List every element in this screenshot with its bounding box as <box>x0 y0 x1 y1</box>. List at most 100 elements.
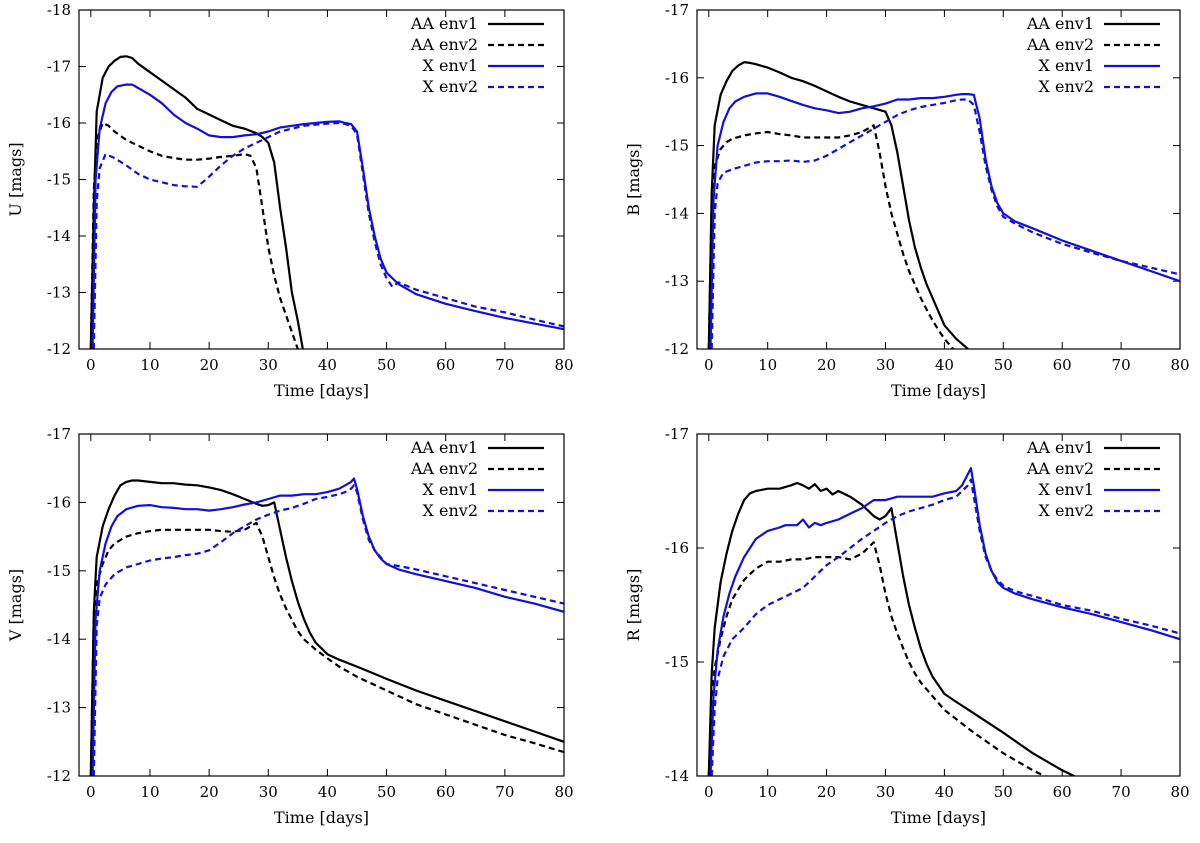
x-tick-label: 30 <box>259 783 278 801</box>
x-tick-label: 30 <box>259 356 278 374</box>
series-line-x-env2 <box>92 484 564 776</box>
series-line-x-env2 <box>92 121 564 349</box>
legend-label: X env1 <box>423 56 478 75</box>
x-tick-label: 0 <box>704 783 714 801</box>
chart-panel-3: 0 10 20 30 40 50 60 70 80 -12 -13 -14 -15 -16 -17 AA en… <box>6 425 574 827</box>
y-tick-label: -12 <box>47 767 71 785</box>
y-axis-label: U [mags] <box>6 142 25 216</box>
series-line-aa-env2 <box>707 541 1048 776</box>
x-tick-label: 10 <box>140 356 159 374</box>
legend-label: AA env2 <box>1026 35 1094 54</box>
x-tick-label: 0 <box>704 356 714 374</box>
x-axis-label: Time [days] <box>891 381 986 400</box>
series-line-aa-env2 <box>89 121 299 349</box>
legend-label: X env2 <box>1039 501 1094 520</box>
chart-panel-2: 0 10 20 30 40 50 60 70 80 -12 -13 -14 -15 -16 -17 AA en… <box>624 1 1190 400</box>
x-tick-label: 20 <box>200 783 219 801</box>
y-tick-label: -14 <box>665 204 689 222</box>
y-tick-label: -13 <box>665 272 689 290</box>
x-tick-label: 50 <box>377 783 396 801</box>
series-line-aa-env2 <box>707 124 955 349</box>
series-line-aa-env2 <box>89 521 564 776</box>
legend-label: AA env1 <box>1026 438 1094 457</box>
x-tick-label: 10 <box>758 783 777 801</box>
x-tick-label: 20 <box>200 356 219 374</box>
legend-label: X env1 <box>1039 480 1094 499</box>
legend-label: AA env2 <box>410 459 478 478</box>
legend-label: AA env1 <box>410 14 478 33</box>
x-tick-label: 70 <box>495 356 514 374</box>
x-tick-label: 40 <box>935 783 954 801</box>
y-tick-label: -15 <box>47 171 71 189</box>
y-tick-label: -15 <box>47 562 71 580</box>
x-axis-label: Time [days] <box>274 808 369 827</box>
series-line-aa-env1 <box>707 61 969 349</box>
x-tick-label: 40 <box>935 356 954 374</box>
y-tick-label: -14 <box>47 630 71 648</box>
y-tick-label: -13 <box>47 699 71 717</box>
series-line-x-env2 <box>710 478 1180 776</box>
series-line-x-env2 <box>710 98 1180 349</box>
legend-label: X env2 <box>423 77 478 96</box>
x-tick-label: 70 <box>495 783 514 801</box>
y-tick-label: -12 <box>665 340 689 358</box>
series-line-x-env1 <box>709 467 1180 776</box>
y-tick-label: -16 <box>665 539 689 557</box>
y-tick-label: -16 <box>47 114 71 132</box>
x-tick-label: 60 <box>436 783 455 801</box>
series-line-x-env1 <box>91 477 564 776</box>
y-axis-label: B [mags] <box>624 143 643 216</box>
y-tick-label: -15 <box>665 137 689 155</box>
x-tick-label: 20 <box>817 356 836 374</box>
x-tick-label: 80 <box>554 783 573 801</box>
legend-label: X env2 <box>423 501 478 520</box>
legend-label: X env2 <box>1039 77 1094 96</box>
y-tick-label: -17 <box>665 1 689 19</box>
x-tick-label: 30 <box>876 783 895 801</box>
y-tick-label: -15 <box>665 653 689 671</box>
x-axis-label: Time [days] <box>274 381 369 400</box>
x-tick-label: 0 <box>86 783 96 801</box>
plot-frame <box>696 9 1181 350</box>
legend-label: AA env2 <box>1026 459 1094 478</box>
x-tick-label: 10 <box>758 356 777 374</box>
x-tick-label: 70 <box>1112 783 1131 801</box>
series-line-x-env1 <box>709 92 1180 349</box>
x-tick-label: 70 <box>1112 356 1131 374</box>
x-tick-label: 60 <box>1053 356 1072 374</box>
legend-label: AA env1 <box>410 438 478 457</box>
x-tick-label: 0 <box>86 356 96 374</box>
x-tick-label: 40 <box>318 356 337 374</box>
x-axis-label: Time [days] <box>891 808 986 827</box>
y-tick-label: -18 <box>47 1 71 19</box>
x-tick-label: 10 <box>140 783 159 801</box>
y-axis-label: V [mags] <box>6 569 25 642</box>
y-tick-label: -14 <box>665 767 689 785</box>
x-tick-label: 80 <box>1170 356 1189 374</box>
legend-label: X env1 <box>1039 56 1094 75</box>
x-tick-label: 50 <box>377 356 396 374</box>
x-tick-label: 20 <box>817 783 836 801</box>
y-tick-label: -17 <box>47 425 71 443</box>
plot-frame <box>696 433 1181 777</box>
x-tick-label: 80 <box>554 356 573 374</box>
y-tick-label: -13 <box>47 284 71 302</box>
chart-panel-1: 0 10 20 30 40 50 60 70 80 -12 -13 -14 -15 -16 -17 -18 AA… <box>6 1 574 400</box>
legend-label: X env1 <box>423 480 478 499</box>
x-tick-label: 50 <box>994 783 1013 801</box>
y-tick-label: -12 <box>47 340 71 358</box>
plot-frame <box>78 433 565 777</box>
x-tick-label: 30 <box>876 356 895 374</box>
series-line-aa-env1 <box>89 55 304 349</box>
series-line-aa-env1 <box>707 481 1077 776</box>
chart-panel-4: 0 10 20 30 40 50 60 70 80 -14 -15 -16 -17 AA env1 AA e… <box>624 425 1190 827</box>
series-line-aa-env1 <box>89 479 564 776</box>
series-line-x-env1 <box>91 83 564 349</box>
x-tick-label: 50 <box>994 356 1013 374</box>
y-tick-label: -16 <box>47 493 71 511</box>
y-axis-label: R [mags] <box>624 569 643 642</box>
y-tick-label: -17 <box>665 425 689 443</box>
plot-frame <box>78 9 565 350</box>
y-tick-label: -14 <box>47 227 71 245</box>
